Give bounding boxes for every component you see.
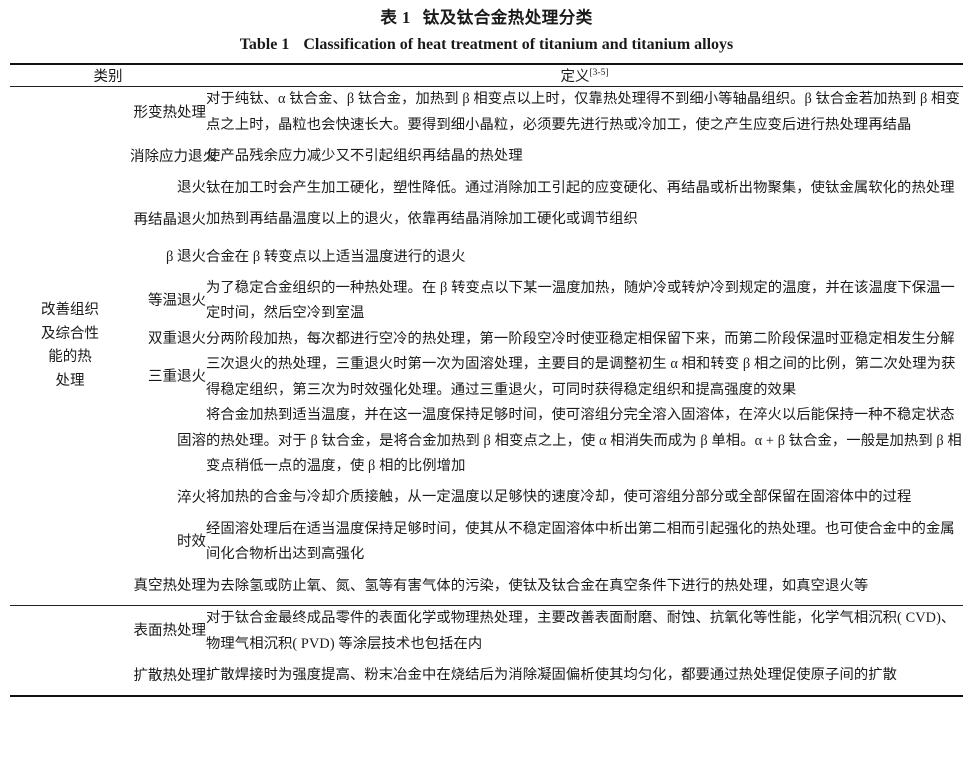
table-row: 时效 经固溶处理后在适当温度保持足够时间，使其从不稳定固溶体中析出第二相而引起强…	[10, 517, 963, 568]
column-header-definition-text: 定义	[560, 69, 590, 86]
table-row: β 退火 合金在 β 转变点以上适当温度进行的退火	[10, 239, 963, 276]
heat-treatment-classification-table: 类别 定义[3-5] 改善组织 及综合性 能的热 处理 形变热处理 对于纯钛、α…	[10, 63, 963, 698]
definition-text: 将加热的合金与冷却介质接触，从一定温度以足够快的速度冷却，使可溶组分部分或全部保…	[206, 489, 912, 506]
table-body: 改善组织 及综合性 能的热 处理 形变热处理 对于纯钛、α 钛合金、β 钛合金，…	[10, 86, 963, 698]
subcategory-label: 扩散热处理	[133, 667, 207, 684]
definition-text: 加热到再结晶温度以上的退火，依靠再结晶消除加工硬化或调节组织	[206, 211, 638, 228]
category-label-improve-microstructure: 改善组织 及综合性 能的热 处理	[41, 302, 99, 389]
table-row: 固溶 将合金加热到适当温度，并在这一温度保持足够时间，使可溶组分完全溶入固溶体，…	[10, 403, 963, 479]
subcategory-label: 表面热处理	[133, 623, 207, 640]
definition-text: 三次退火的热处理，三重退火时第一次为固溶处理，主要目的是调整初生 α 相和转变 …	[206, 356, 956, 398]
subcategory-label: 三重退火	[148, 369, 206, 386]
definition-text: 对于钛合金最终成品零件的表面化学或物理热处理，主要改善表面耐磨、耐蚀、抗氧化等性…	[206, 610, 956, 652]
table-row: 改善组织 及综合性 能的热 处理 形变热处理 对于纯钛、α 钛合金、β 钛合金，…	[10, 86, 963, 389]
definition-text: 为去除氢或防止氧、氮、氢等有害气体的污染，使钛及钛合金在真空条件下进行的热处理，…	[206, 577, 869, 594]
table-row: 淬火 将加热的合金与冷却介质接触，从一定温度以足够快的速度冷却，使可溶组分部分或…	[10, 479, 963, 516]
table-title-chinese: 表 1 钛及钛合金热处理分类	[0, 6, 973, 31]
table-row: 双重退火 分两阶段加热，每次都进行空冷的热处理，第一阶段空冷时使亚稳定相保留下来…	[10, 327, 963, 352]
table-row: 表面热处理 对于钛合金最终成品零件的表面化学或物理热处理，主要改善表面耐磨、耐蚀…	[10, 605, 963, 657]
table-row: 扩散热处理 扩散焊接时为强度提高、粉末冶金中在烧结后为消除凝固偏析使其均匀化，都…	[10, 657, 963, 695]
table-title-chinese-text: 钛及钛合金热处理分类	[422, 8, 593, 27]
column-header-definition: 定义[3-5]	[206, 64, 963, 87]
subcategory-label: 再结晶退火	[133, 211, 207, 228]
column-header-category: 类别	[93, 69, 123, 86]
subcategory-label: 真空热处理	[133, 578, 207, 595]
subcategory-label: 固溶	[177, 433, 206, 450]
table-header-row: 类别 定义[3-5]	[10, 64, 963, 87]
subcategory-label: 时效	[177, 534, 206, 551]
bottom-rule-cell	[10, 696, 963, 697]
definition-text: 为了稳定合金组织的一种热处理。在 β 转变点以下某一温度加热，随炉冷或转炉冷到规…	[206, 279, 955, 322]
table-title-block: 表 1 钛及钛合金热处理分类 Table 1 Classification of h…	[0, 0, 973, 57]
table-container: 类别 定义[3-5] 改善组织 及综合性 能的热 处理 形变热处理 对于纯钛、α…	[0, 63, 973, 698]
table-bottom-rule	[10, 695, 963, 698]
definition-text: 使产品残余应力减少又不引起组织再结晶的热处理	[206, 148, 523, 165]
table-row: 再结晶退火 加热到再结晶温度以上的退火，依靠再结晶消除加工硬化或调节组织	[10, 201, 963, 238]
subcategory-label: 等温退火	[148, 293, 206, 310]
table-title-english: Table 1 Classification of heat treatment …	[0, 32, 973, 58]
definition-text: 合金在 β 转变点以上适当温度进行的退火	[206, 248, 466, 265]
subcategory-label: 淬火	[177, 489, 206, 506]
table-title-english-text: Classification of heat treatment of tita…	[303, 35, 734, 53]
subcategory-label: 消除应力退火	[130, 148, 217, 165]
subcategory-label: β 退火	[165, 249, 206, 266]
subcategory-label: 形变热处理	[133, 104, 207, 121]
table-row: 真空热处理 为去除氢或防止氧、氮、氢等有害气体的污染，使钛及钛合金在真空条件下进…	[10, 568, 963, 606]
table-number-english: Table 1	[239, 35, 290, 53]
definition-text: 钛在加工时会产生加工硬化，塑性降低。通过消除加工引起的应变硬化、再结晶或析出物聚…	[206, 179, 955, 196]
table-row: 等温退火 为了稳定合金组织的一种热处理。在 β 转变点以下某一温度加热，随炉冷或…	[10, 276, 963, 327]
definition-text: 扩散焊接时为强度提高、粉末冶金中在烧结后为消除凝固偏析使其均匀化，都要通过热处理…	[206, 667, 898, 684]
table-row: 三重退火 三次退火的热处理，三重退火时第一次为固溶处理，主要目的是调整初生 α …	[10, 352, 963, 403]
table-number-chinese: 表 1	[380, 8, 411, 27]
definition-text: 对于纯钛、α 钛合金、β 钛合金，加热到 β 相变点以上时，仅靠热处理得不到细小…	[206, 91, 960, 133]
table-row: 退火 钛在加工时会产生加工硬化，塑性降低。通过消除加工引起的应变硬化、再结晶或析…	[10, 176, 963, 201]
table-head: 类别 定义[3-5]	[10, 64, 963, 87]
definition-reference-superscript: [3-5]	[589, 68, 609, 79]
definition-text: 将合金加热到适当温度，并在这一温度保持足够时间，使可溶组分完全溶入固溶体，在淬火…	[206, 407, 962, 475]
definition-text: 经固溶处理后在适当温度保持足够时间，使其从不稳定固溶体中析出第二相而引起强化的热…	[206, 520, 955, 563]
definition-text: 分两阶段加热，每次都进行空冷的热处理，第一阶段空冷时使亚稳定相保留下来，而第二阶…	[206, 330, 955, 347]
subcategory-label: 双重退火	[148, 331, 206, 348]
table-row: 消除应力退火 使产品残余应力减少又不引起组织再结晶的热处理	[10, 138, 963, 175]
subcategory-label: 退火	[177, 180, 206, 197]
